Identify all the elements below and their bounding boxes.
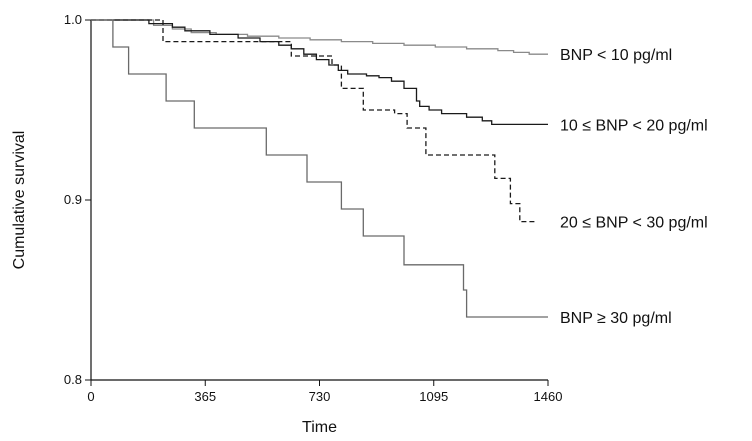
x-axis-title: Time <box>302 419 337 436</box>
plot-area <box>91 19 548 318</box>
series-line-1 <box>91 19 548 55</box>
y-tick-label: 1.0 <box>64 12 82 27</box>
y-tick-label: 0.9 <box>64 192 82 207</box>
x-tick-label: 1095 <box>419 389 448 404</box>
y-axis-title: Cumulative survival <box>11 131 28 270</box>
labels: Time Cumulative survival BNP < 10 pg/ml 10 … <box>11 47 708 436</box>
y-tick-label: 0.8 <box>64 372 82 387</box>
series-label-2: 10 ≤ BNP < 20 pg/ml <box>560 117 708 134</box>
x-tick-label: 1460 <box>534 389 563 404</box>
series-line-3 <box>91 19 536 223</box>
series-line-2 <box>91 19 548 126</box>
series-label-4: BNP ≥ 30 pg/ml <box>560 310 672 327</box>
series-label-3: 20 ≤ BNP < 30 pg/ml <box>560 215 708 232</box>
x-tick-label: 730 <box>309 389 331 404</box>
series-label-1: BNP < 10 pg/ml <box>560 47 672 64</box>
x-tick-label: 365 <box>194 389 216 404</box>
axes: 0 365 730 1095 1460 0.8 0.9 1.0 <box>64 12 563 404</box>
series-line-4 <box>91 19 548 318</box>
x-tick-label: 0 <box>87 389 94 404</box>
